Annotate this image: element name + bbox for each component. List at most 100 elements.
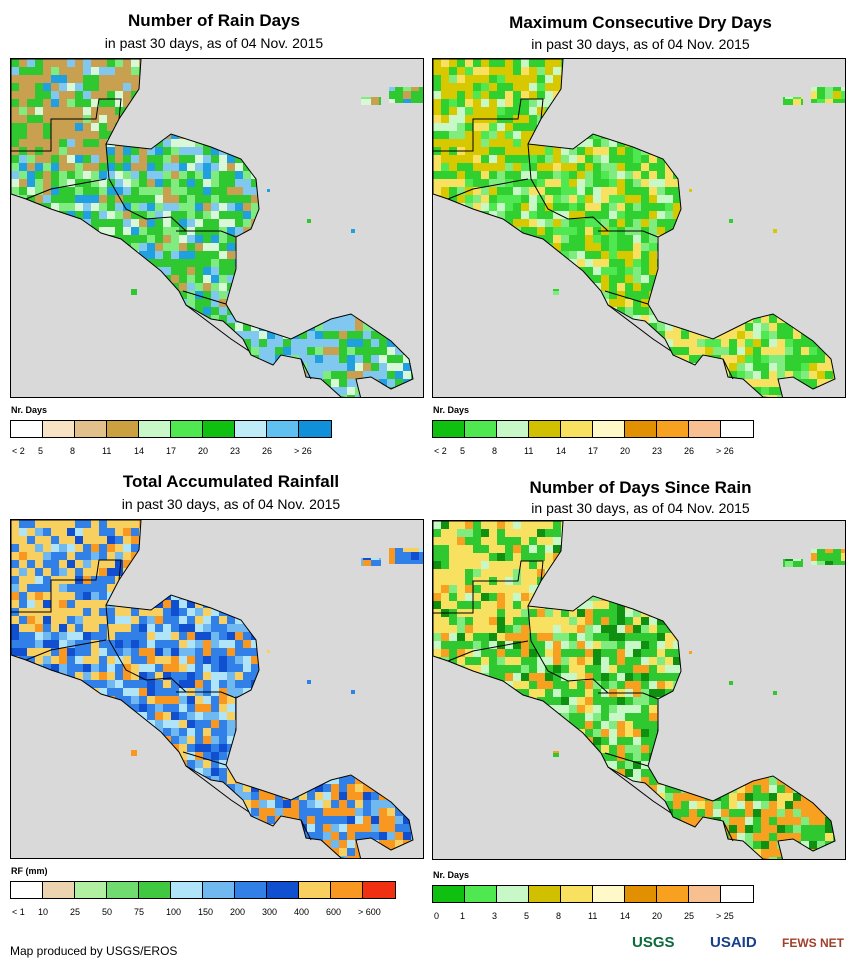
legend-tick-label: 5 <box>460 446 466 456</box>
legend-title: Nr. Days <box>433 405 470 415</box>
legend-swatch <box>497 886 529 902</box>
legend-tick-label: 50 <box>102 907 113 917</box>
legend-swatch <box>267 882 299 898</box>
days-since-rain-map <box>432 520 846 860</box>
legend-swatch <box>43 882 75 898</box>
legend-tick-label: 25 <box>70 907 81 917</box>
map-canvas <box>433 521 845 859</box>
map-canvas <box>433 59 845 397</box>
legend-swatch <box>267 421 299 437</box>
credit-text: Map produced by USGS/EROS <box>10 944 178 958</box>
map-pixels <box>433 59 845 397</box>
legend-swatch <box>625 886 657 902</box>
legend-swatch <box>721 886 753 902</box>
legend-title: RF (mm) <box>11 866 48 876</box>
legend-swatch <box>139 421 171 437</box>
map-pixels <box>11 59 423 397</box>
legend-swatch <box>529 886 561 902</box>
map-title: Total Accumulated Rainfall <box>122 472 340 491</box>
coastline <box>11 520 414 858</box>
legend-tick-label: 8 <box>556 911 562 921</box>
legend-swatch <box>465 421 497 437</box>
legend-tick-label: 75 <box>134 907 145 917</box>
legend-swatch <box>171 421 203 437</box>
legend-tick-label: > 25 <box>716 911 734 921</box>
legend-swatch <box>203 421 235 437</box>
legend-swatch <box>529 421 561 437</box>
legend-tick-label: > 26 <box>294 446 312 456</box>
legend-tick-label: 20 <box>652 911 663 921</box>
legend-swatch <box>43 421 75 437</box>
legend-tick-label: 11 <box>588 911 598 921</box>
legend-tick-label: 11 <box>524 446 534 456</box>
dry-days-map <box>432 58 846 398</box>
legend-tick-label: 20 <box>198 446 209 456</box>
legend-swatch <box>561 421 593 437</box>
legend-swatch <box>433 886 465 902</box>
legend-swatch <box>497 421 529 437</box>
legend-swatch <box>331 882 363 898</box>
rainfall-map <box>10 519 424 859</box>
legend-swatch <box>593 421 625 437</box>
legend-tick-label: > 26 <box>716 446 734 456</box>
legend-swatch <box>107 421 139 437</box>
legend-swatch <box>139 882 171 898</box>
rain-days-map <box>10 58 424 398</box>
country-borders <box>11 98 312 380</box>
legend-swatch <box>203 882 235 898</box>
legend-tick-label: 23 <box>652 446 663 456</box>
legend-swatch <box>107 882 139 898</box>
coastline <box>11 59 414 397</box>
legend-tick-label: 400 <box>294 907 310 917</box>
legend-swatch <box>689 886 721 902</box>
map-pixels <box>11 520 423 858</box>
legend-tick-label: 100 <box>166 907 182 917</box>
coastline <box>433 521 836 859</box>
legend-swatch <box>625 421 657 437</box>
legend-tick-label: 0 <box>434 911 440 921</box>
legend-swatch <box>593 886 625 902</box>
legend-tick-label: 25 <box>684 911 695 921</box>
legend-swatch <box>11 421 43 437</box>
legend-tick-label: 200 <box>230 907 246 917</box>
legend-swatch <box>11 882 43 898</box>
legend-swatch <box>75 421 107 437</box>
legend-tick-label: 11 <box>102 446 112 456</box>
fewsnet-logo: FEWS NET <box>782 936 844 950</box>
legend-bar <box>432 420 754 438</box>
legend-tick-label: 8 <box>492 446 498 456</box>
map-subtitle: in past 30 days, as of 04 Nov. 2015 <box>121 496 341 512</box>
partner-logos: USGS USAID FEWS NET <box>632 932 844 962</box>
usgs-logo: USGS <box>632 934 675 951</box>
map-canvas <box>11 520 423 858</box>
legend-bar <box>432 885 754 903</box>
legend-tick-label: 600 <box>326 907 342 917</box>
map-subtitle: in past 30 days, as of 04 Nov. 2015 <box>531 36 750 52</box>
legend-tick-label: 17 <box>166 446 177 456</box>
legend-swatch <box>235 882 267 898</box>
legend-swatch <box>689 421 721 437</box>
country-borders <box>433 560 734 842</box>
map-canvas <box>11 59 423 397</box>
map-subtitle: in past 30 days, as of 04 Nov. 2015 <box>531 500 750 516</box>
legend-tick-label: 26 <box>262 446 273 456</box>
legend-tick-label: 8 <box>70 446 76 456</box>
legend-swatch <box>235 421 267 437</box>
legend-tick-label: 300 <box>262 907 278 917</box>
legend-tick-label: 5 <box>38 446 44 456</box>
legend-tick-label: < 2 <box>12 446 25 456</box>
legend-tick-label: 5 <box>524 911 530 921</box>
legend-tick-label: 150 <box>198 907 214 917</box>
legend-tick-label: 20 <box>620 446 631 456</box>
legend-tick-label: 1 <box>460 911 466 921</box>
coastline <box>433 59 836 397</box>
legend-tick-label: 14 <box>556 446 567 456</box>
legend-swatch <box>465 886 497 902</box>
legend-bar <box>10 881 396 899</box>
legend-tick-label: 3 <box>492 911 498 921</box>
legend-swatch <box>75 882 107 898</box>
legend-swatch <box>561 886 593 902</box>
legend-tick-label: 17 <box>588 446 599 456</box>
map-title: Maximum Consecutive Dry Days <box>509 13 772 32</box>
legend-tick-label: 14 <box>620 911 631 921</box>
